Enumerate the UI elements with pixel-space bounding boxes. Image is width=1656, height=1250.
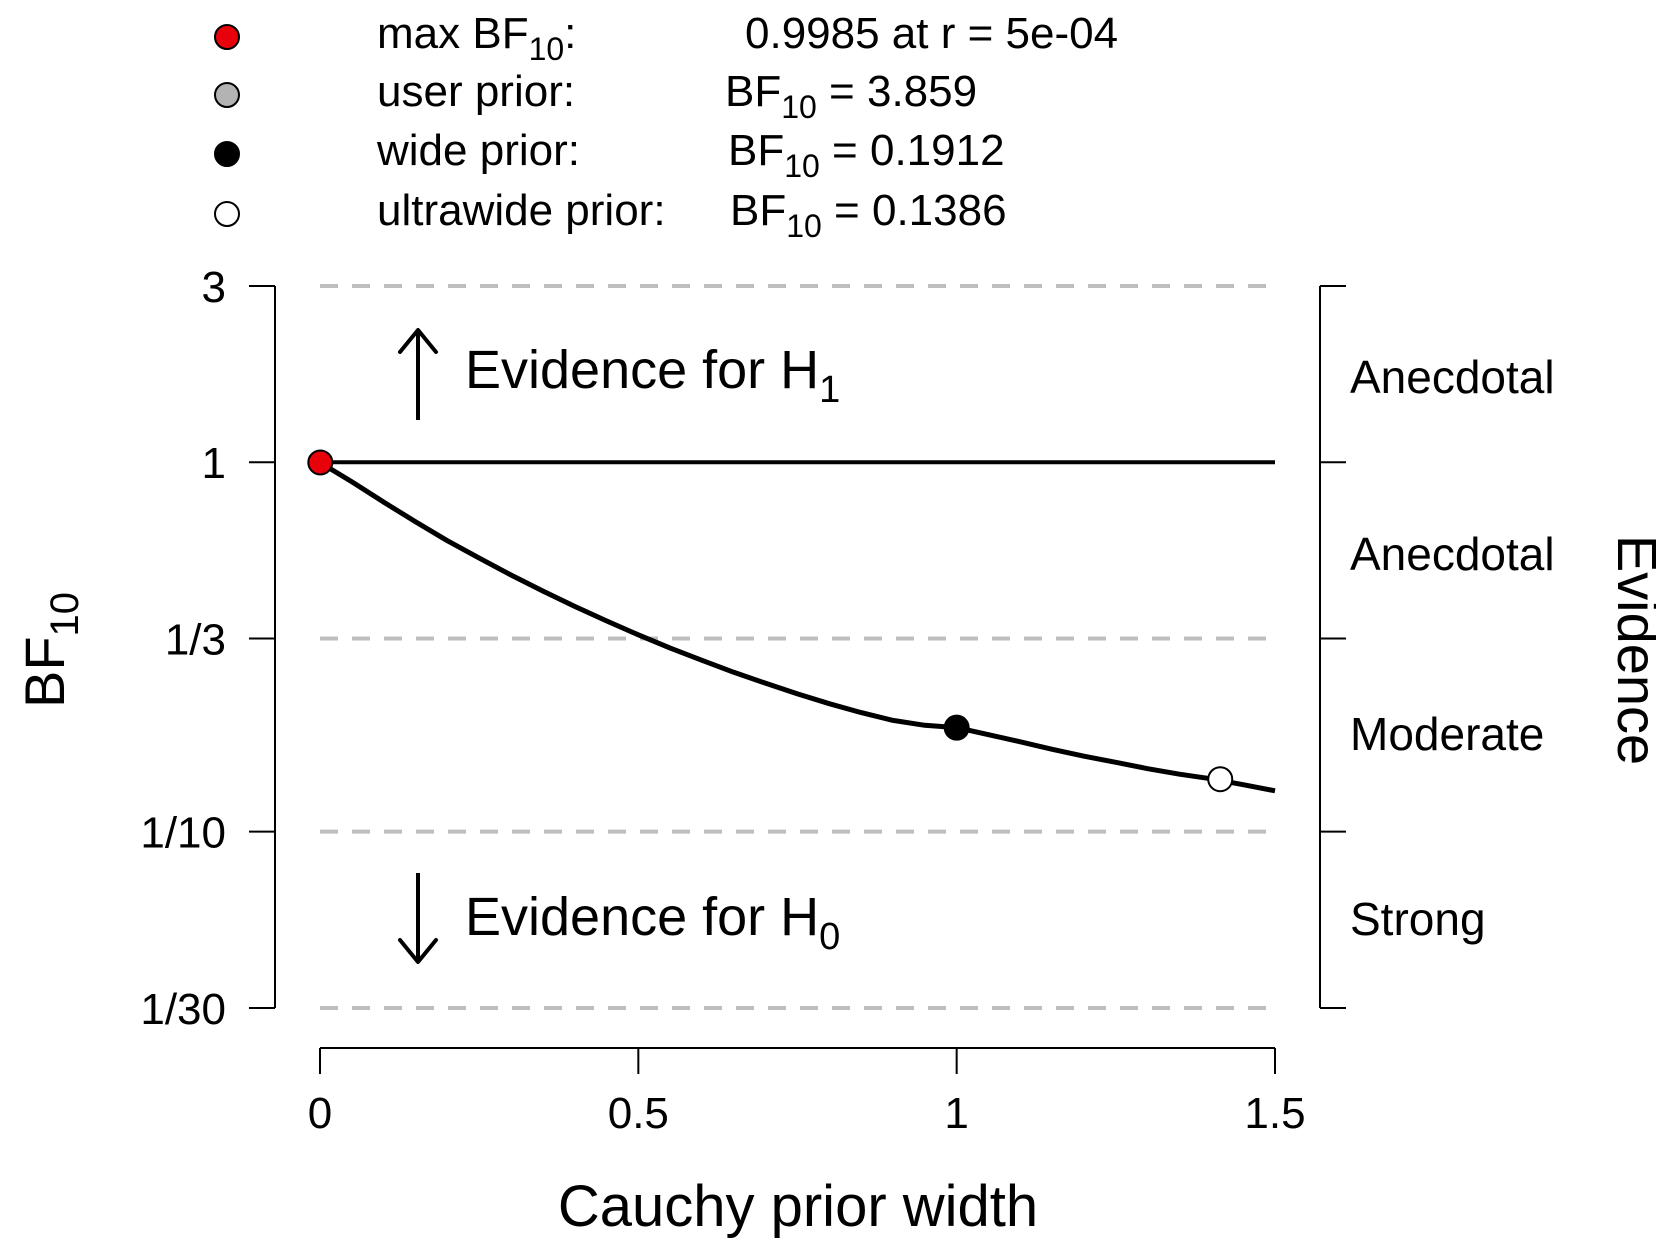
- evidence-categories: Anecdotal Anecdotal Moderate Strong: [1350, 351, 1555, 945]
- x-axis-ticks: 0 0.5 1 1.5: [308, 1048, 1306, 1138]
- legend-marker-user: [214, 82, 240, 108]
- evidence-category-strong: Strong: [1350, 893, 1486, 945]
- bf-curve: [318, 460, 1276, 794]
- up-arrow-head: [398, 328, 438, 354]
- legend: max BF10: 0.9985 at r = 5e-04 user prior…: [214, 9, 1118, 244]
- evidence-h1-label: Evidence for H1: [465, 340, 840, 411]
- legend-label-max: max BF10:: [377, 9, 576, 67]
- legend-value-user: BF10 = 3.859: [725, 67, 977, 125]
- legend-marker-wide: [214, 141, 240, 167]
- x-tick-label-2: 1: [944, 1089, 968, 1138]
- legend-item-wide: wide prior: BF10 = 0.1912: [214, 126, 1005, 184]
- point-ultrawide: [1207, 766, 1234, 793]
- evidence-category-moderate: Moderate: [1350, 708, 1544, 760]
- legend-value-wide: BF10 = 0.1912: [728, 126, 1005, 184]
- evidence-h0-label: Evidence for H0: [465, 887, 840, 958]
- y-tick-label-4: 1/30: [140, 985, 226, 1034]
- evidence-h0-annotation: Evidence for H0: [398, 873, 840, 964]
- legend-item-ultrawide: ultrawide prior: BF10 = 0.1386: [214, 186, 1007, 244]
- axes: [274, 286, 1321, 1049]
- legend-item-max: max BF10: 0.9985 at r = 5e-04: [214, 9, 1118, 67]
- y-tick-label-3: 1/10: [140, 809, 226, 858]
- right-axis-ticks: [1320, 285, 1346, 1009]
- legend-item-user: user prior: BF10 = 3.859: [214, 67, 977, 125]
- prior-points: [307, 449, 1234, 793]
- x-tick-label-0: 0: [308, 1089, 332, 1138]
- x-tick-label-1: 0.5: [608, 1089, 669, 1138]
- evidence-category-anecdotal-upper: Anecdotal: [1350, 351, 1555, 403]
- bf-series-line-0: [318, 460, 1276, 794]
- gridlines: [320, 284, 1275, 1010]
- right-axis-title: Evidence: [1606, 535, 1656, 765]
- evidence-category-anecdotal-lower: Anecdotal: [1350, 528, 1555, 580]
- y-axis-title: BF10: [13, 592, 87, 708]
- point-max: [307, 449, 334, 476]
- x-axis-title: Cauchy prior width: [558, 1174, 1038, 1239]
- y-tick-label-2: 1/3: [165, 615, 226, 664]
- legend-marker-ultrawide: [214, 201, 240, 227]
- y-tick-label-0: 3: [202, 263, 226, 312]
- legend-label-user: user prior:: [377, 67, 575, 116]
- legend-value-max: 0.9985 at r = 5e-04: [745, 9, 1118, 58]
- point-wide: [943, 714, 970, 741]
- x-tick-label-3: 1.5: [1244, 1089, 1305, 1138]
- y-axis-ticks: 3 1 1/3 1/10 1/30: [140, 263, 275, 1034]
- legend-label-ultrawide: ultrawide prior:: [377, 186, 666, 235]
- down-arrow-head: [398, 938, 438, 964]
- legend-value-ultrawide: BF10 = 0.1386: [730, 186, 1007, 244]
- legend-label-wide: wide prior:: [376, 126, 580, 175]
- y-tick-label-1: 1: [202, 439, 226, 488]
- legend-marker-max: [214, 24, 240, 50]
- evidence-h1-annotation: Evidence for H1: [398, 328, 840, 420]
